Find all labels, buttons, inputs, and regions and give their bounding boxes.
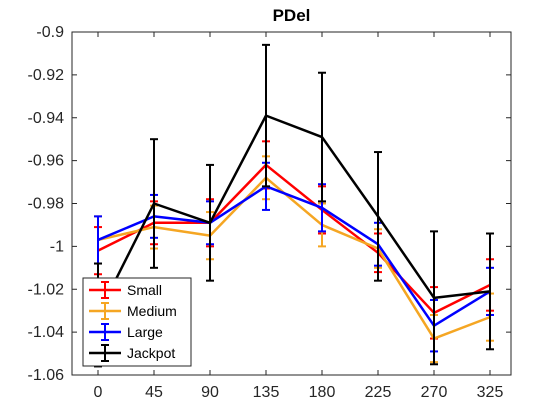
series-line: [97, 163, 491, 315]
series-line: [96, 114, 491, 316]
series-line: [97, 176, 491, 340]
series-line: [97, 185, 491, 327]
y-axis: -1.06 -1.04 -1.02 -1 -0.98 -0.96 -0.94 -0.92 -0.…: [28, 24, 511, 384]
legend-label: Small: [127, 282, 162, 298]
y-tick-label: -1.06: [28, 367, 65, 384]
legend-item-medium: Medium: [89, 302, 177, 320]
legend-item-large: Large: [89, 323, 163, 341]
x-tick-label: 180: [309, 384, 336, 401]
x-tick-label: 90: [201, 384, 219, 401]
legend-label: Large: [127, 324, 163, 340]
legend-box: [82, 277, 192, 367]
legend-label: Medium: [127, 303, 177, 319]
legend-item-jackpot: Jackpot: [89, 344, 175, 362]
y-tick-label: -1.04: [28, 324, 65, 341]
x-tick-label: 135: [253, 384, 280, 401]
y-tick-label: -0.98: [28, 196, 65, 213]
chart-title: PDel: [273, 6, 311, 25]
y-tick-label: -0.92: [28, 67, 65, 84]
x-tick-label: 270: [421, 384, 448, 401]
x-tick-label: 0: [94, 384, 103, 401]
y-tick-label: -0.94: [28, 110, 65, 127]
x-tick-label: 45: [145, 384, 163, 401]
legend-label: Jackpot: [127, 345, 175, 361]
y-tick-label: -1: [50, 238, 64, 255]
y-tick-label: -0.96: [28, 153, 65, 170]
x-tick-label: 325: [477, 384, 504, 401]
y-tick-label: -0.9: [36, 24, 64, 41]
legend: Small Medium Large Jackpot: [82, 277, 192, 367]
y-tick-label: -1.02: [28, 281, 65, 298]
x-tick-label: 225: [365, 384, 392, 401]
x-axis: 0 45 90 135 180 225 270 325: [94, 32, 504, 401]
legend-item-small: Small: [89, 281, 162, 299]
